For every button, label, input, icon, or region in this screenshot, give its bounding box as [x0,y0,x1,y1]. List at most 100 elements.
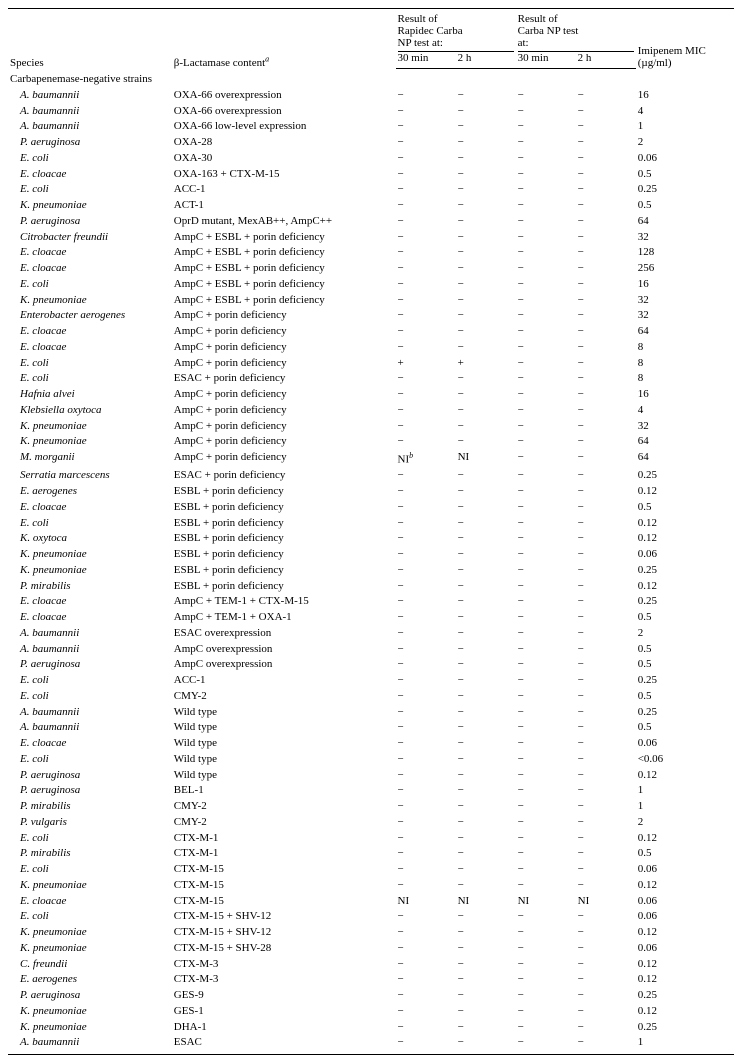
cell-result: − [456,531,516,547]
cell-content: Wild type [172,752,396,768]
cell-species: K. pneumoniae [8,547,172,563]
cell-result: − [456,167,516,183]
cell-result: − [456,909,516,925]
cell-result: − [576,941,636,957]
cell-result: − [456,862,516,878]
table-row: K. pneumoniaeAmpC + porin deficiency−−−−… [8,419,734,435]
cell-result: − [516,324,576,340]
cell-result: − [516,657,576,673]
cell-result: − [576,799,636,815]
cell-content: CMY-2 [172,815,396,831]
cell-content: CMY-2 [172,799,396,815]
cell-content: ACC-1 [172,182,396,198]
cell-result: − [516,673,576,689]
cell-result: − [516,563,576,579]
cell-result: − [516,167,576,183]
cell-result: − [396,878,456,894]
cell-mic: 16 [636,387,734,403]
cell-result: − [396,752,456,768]
table-row: A. baumanniiOXA-66 overexpression−−−−4 [8,104,734,120]
cell-result: − [576,500,636,516]
cell-result: − [516,468,576,484]
cell-result: − [516,308,576,324]
table-row: Hafnia alveiAmpC + porin deficiency−−−−1… [8,387,734,403]
cell-result: − [456,547,516,563]
table-row: E. coliAmpC + ESBL + porin deficiency−−−… [8,277,734,293]
cell-content: OXA-28 [172,135,396,151]
cell-result: − [456,1035,516,1054]
cell-mic: 0.25 [636,563,734,579]
cell-content: CTX-M-1 [172,846,396,862]
col-rapidec-30min: 30 min [396,52,456,69]
cell-mic: 0.5 [636,610,734,626]
cell-species: P. mirabilis [8,799,172,815]
cell-result: − [396,135,456,151]
cell-species: E. coli [8,151,172,167]
cell-result: − [576,925,636,941]
cell-result: − [516,1035,576,1054]
cell-mic: 1 [636,119,734,135]
cell-result: − [396,104,456,120]
cell-species: E. coli [8,277,172,293]
cell-result: − [396,324,456,340]
table-row: P. aeruginosaBEL-1−−−−1 [8,783,734,799]
cell-content: AmpC overexpression [172,657,396,673]
cell-content: DHA-1 [172,1020,396,1036]
cell-species: P. aeruginosa [8,768,172,784]
cell-content: AmpC + porin deficiency [172,403,396,419]
cell-result: − [576,88,636,104]
cell-result: − [456,88,516,104]
cell-result: − [516,720,576,736]
cell-mic: 0.5 [636,657,734,673]
cell-result: − [576,198,636,214]
cell-result: − [396,119,456,135]
cell-result: − [516,419,576,435]
cell-content: ESBL + porin deficiency [172,563,396,579]
cell-result: − [396,783,456,799]
cell-mic: 8 [636,356,734,372]
table-row: A. baumanniiAmpC overexpression−−−−0.5 [8,642,734,658]
cell-result: − [396,972,456,988]
cell-mic: 1 [636,1035,734,1054]
cell-content: AmpC + ESBL + porin deficiency [172,261,396,277]
cell-result: − [516,972,576,988]
cell-mic: 0.12 [636,768,734,784]
cell-species: K. pneumoniae [8,941,172,957]
cell-result: − [456,419,516,435]
cell-result: − [516,1020,576,1036]
cell-result: − [456,610,516,626]
cell-species: A. baumannii [8,1035,172,1054]
cell-content: AmpC + TEM-1 + CTX-M-15 [172,594,396,610]
cell-result: − [576,245,636,261]
cell-species: Serratia marcescens [8,468,172,484]
cell-species: K. pneumoniae [8,434,172,450]
cell-result: NI [516,894,576,910]
cell-result: − [516,182,576,198]
cell-result: − [516,371,576,387]
cell-mic: 0.25 [636,468,734,484]
table-row: K. pneumoniaeCTX-M-15−−−−0.12 [8,878,734,894]
cell-content: CTX-M-15 + SHV-12 [172,909,396,925]
table-row: E. cloacaeOXA-163 + CTX-M-15−−−−0.5 [8,167,734,183]
cell-result: − [456,579,516,595]
cell-species: E. coli [8,831,172,847]
cell-result: − [396,516,456,532]
cell-result: − [516,293,576,309]
cell-result: − [456,277,516,293]
cell-result: − [576,957,636,973]
group-carbanp: Result ofCarba NP testat: [516,9,636,53]
table-row: K. pneumoniaeCTX-M-15 + SHV-28−−−−0.06 [8,941,734,957]
col-content: β-Lactamase contenta [172,9,396,69]
table-row: E. cloacaeWild type−−−−0.06 [8,736,734,752]
cell-species: K. pneumoniae [8,1004,172,1020]
cell-result: − [516,752,576,768]
table-row: A. baumanniiWild type−−−−0.5 [8,720,734,736]
cell-result: − [396,988,456,1004]
cell-result: − [516,261,576,277]
cell-result: − [576,1020,636,1036]
cell-result: − [576,752,636,768]
cell-result: − [456,642,516,658]
cell-content: ESAC [172,1035,396,1054]
cell-result: − [516,878,576,894]
cell-species: K. pneumoniae [8,878,172,894]
